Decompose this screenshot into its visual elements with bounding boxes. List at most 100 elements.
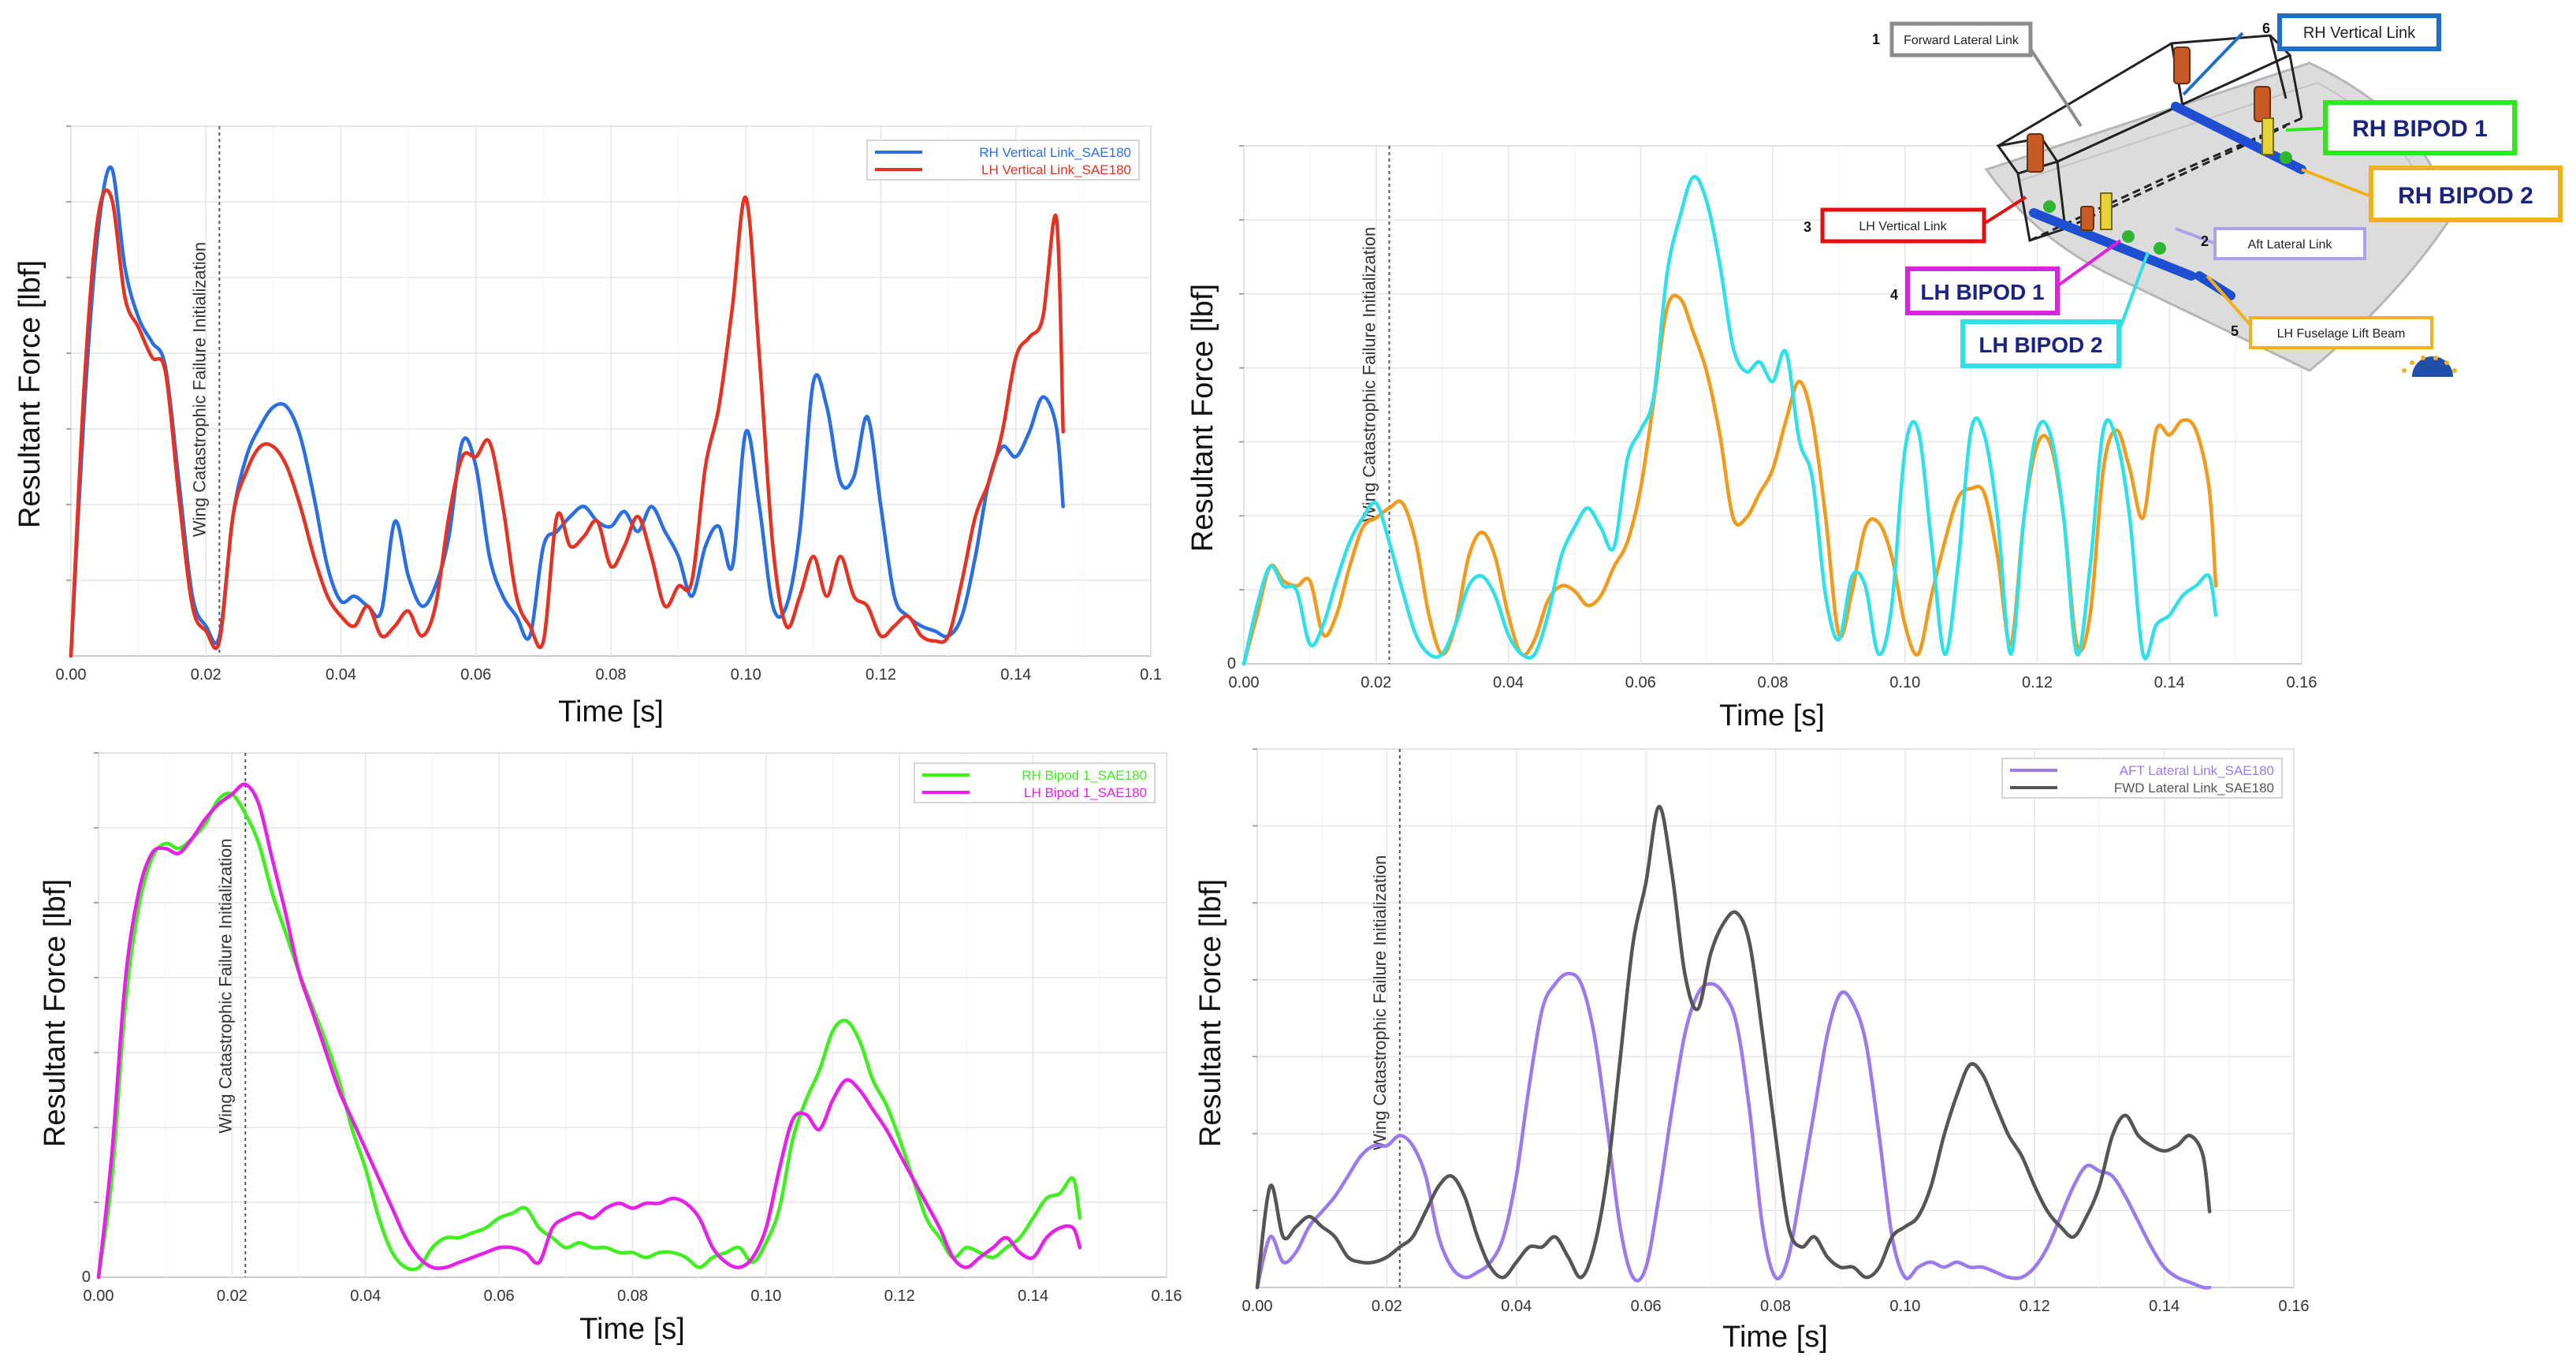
y-axis-label: Resultant Force [lbf] bbox=[1194, 879, 1227, 1147]
legend-box bbox=[914, 762, 1156, 803]
callout-number: 2 bbox=[2201, 233, 2209, 249]
callout-rh-bipod-1: RH BIPOD 1 bbox=[2323, 100, 2517, 155]
fuselage-mount-diagram: 1 Forward Lateral Link 2 Aft Lateral Lin… bbox=[1804, 13, 2563, 377]
series-group bbox=[96, 782, 1082, 1280]
callout-text: LH BIPOD 2 bbox=[1979, 333, 2102, 357]
callout-text: LH Fuselage Lift Beam bbox=[2277, 327, 2406, 341]
callout-text: RH BIPOD 1 bbox=[2352, 116, 2488, 142]
callout-box bbox=[2277, 13, 2441, 51]
bipod-struts bbox=[2043, 117, 2292, 255]
x-tick-label: 0.00 bbox=[56, 666, 87, 684]
x-tick-label: 0.04 bbox=[350, 1287, 381, 1305]
series-group bbox=[1255, 804, 2212, 1290]
x-tick-labels: 0.00 0.02 0.04 0.06 0.08 0.10 0.12 0.14 0.16 bbox=[1229, 674, 2317, 691]
x-tick-label: 0.14 bbox=[1018, 1287, 1048, 1305]
x-tick-label: 0.04 bbox=[1501, 1298, 1532, 1315]
callout-number: 5 bbox=[2231, 323, 2239, 339]
x-axis-label: Time [s] bbox=[1719, 699, 1825, 732]
x-tick-label: 0.08 bbox=[1758, 674, 1789, 691]
y-axis-label: Resultant Force [lbf] bbox=[39, 879, 72, 1147]
y-tick-label: 0 bbox=[1227, 655, 1236, 673]
x-tick-label: 0.06 bbox=[484, 1287, 515, 1305]
callout-text: RH Vertical Link bbox=[2303, 24, 2416, 42]
callout-number: 1 bbox=[1872, 32, 1880, 47]
x-axis-label: Time [s] bbox=[579, 1313, 685, 1346]
callout-box bbox=[2249, 316, 2433, 349]
x-tick-label: 0.02 bbox=[1372, 1298, 1402, 1315]
legend-label: RH Vertical Link_SAE180 bbox=[979, 145, 1131, 160]
legend-label: LH Bipod 1_SAE180 bbox=[1024, 785, 1147, 800]
y-tick-labels: 0 bbox=[1227, 655, 1236, 673]
callout-lh-bipod-1: 4 LH BIPOD 1 bbox=[1890, 266, 2060, 315]
callout-box bbox=[1960, 319, 2121, 368]
callout-text: Aft Lateral Link bbox=[2248, 238, 2333, 252]
y-axis-label: Resultant Force [lbf] bbox=[13, 260, 47, 528]
gridlines bbox=[66, 125, 1152, 656]
x-tick-label: 0.04 bbox=[326, 666, 356, 684]
callout-lh-vertical-link: 3 LH Vertical Link bbox=[1804, 207, 1986, 244]
legend: AFT Lateral Link_SAE180 FWD Lateral Link_… bbox=[2001, 758, 2283, 799]
legend-label: RH Bipod 1_SAE180 bbox=[1022, 768, 1147, 783]
series-line bbox=[96, 791, 1082, 1280]
callout-rh-bipod-2: RH BIPOD 2 bbox=[2369, 166, 2563, 222]
x-axis-label: Time [s] bbox=[558, 695, 664, 728]
series-line bbox=[69, 188, 1065, 658]
x-tick-label: 0.10 bbox=[750, 1287, 781, 1305]
x-tick-label: 0.08 bbox=[1760, 1298, 1791, 1315]
x-tick-label: 0.02 bbox=[217, 1287, 248, 1305]
x-tick-label: 0.14 bbox=[1000, 666, 1031, 684]
callout-text: RH BIPOD 2 bbox=[2398, 183, 2533, 209]
gridlines bbox=[94, 752, 1167, 1277]
x-tick-label: 0.00 bbox=[1229, 674, 1260, 691]
legend-label: FWD Lateral Link_SAE180 bbox=[2114, 781, 2274, 796]
series-line bbox=[1255, 971, 2212, 1290]
x-tick-label: 0.00 bbox=[84, 1287, 114, 1305]
x-tick-label: 0.06 bbox=[1631, 1298, 1662, 1315]
y-axis-label: Resultant Force [lbf] bbox=[1186, 284, 1219, 552]
x-tick-label: 0.12 bbox=[884, 1287, 915, 1305]
event-marker-label: Wing Catastrophic Failure Initialization bbox=[1370, 855, 1390, 1150]
callout-text: Forward Lateral Link bbox=[1904, 34, 2019, 47]
callout-aft-lateral-link: 2 Aft Lateral Link bbox=[2201, 227, 2366, 260]
x-tick-label: 0.16 bbox=[2279, 1298, 2310, 1315]
x-tick-label: 0.10 bbox=[1889, 1298, 1920, 1315]
series-line bbox=[1241, 174, 2218, 666]
x-tick-label: 0.10 bbox=[1889, 674, 1920, 691]
callout-number: 4 bbox=[1890, 287, 1898, 303]
link-mount-brackets bbox=[2027, 47, 2271, 231]
callout-text: LH BIPOD 1 bbox=[1920, 280, 2044, 304]
event-marker-label: Wing Catastrophic Failure Initialization bbox=[1360, 227, 1379, 522]
event-marker-label: Wing Catastrophic Failure Initialization bbox=[215, 838, 235, 1133]
legend: RH Bipod 1_SAE180 LH Bipod 1_SAE180 bbox=[914, 762, 1156, 803]
chart-bipod-1: Wing Catastrophic Failure Initialization… bbox=[39, 752, 1182, 1346]
callout-box bbox=[2213, 227, 2366, 260]
x-tick-label: 0.14 bbox=[2154, 674, 2185, 691]
callout-box bbox=[1820, 207, 1986, 244]
callout-number: 6 bbox=[2262, 20, 2270, 36]
series-line bbox=[96, 782, 1082, 1280]
x-tick-label: 0.16 bbox=[2287, 674, 2317, 691]
x-tick-label: 0.10 bbox=[731, 666, 761, 684]
callout-text: LH Vertical Link bbox=[1859, 220, 1947, 233]
x-tick-labels: 0.00 0.02 0.04 0.06 0.08 0.10 0.12 0.14 0.16 bbox=[1242, 1298, 2310, 1315]
x-tick-label: 0.06 bbox=[1625, 674, 1656, 691]
series-group bbox=[69, 165, 1065, 658]
callout-forward-lateral-link: 1 Forward Lateral Link bbox=[1872, 21, 2033, 58]
legend-box bbox=[2001, 758, 2283, 799]
x-tick-label: 0.04 bbox=[1493, 674, 1524, 691]
x-tick-label: 0.12 bbox=[2022, 674, 2053, 691]
legend-box bbox=[866, 140, 1140, 181]
callout-box bbox=[2323, 100, 2517, 155]
callout-box bbox=[1905, 266, 2060, 315]
x-tick-labels: 0.00 0.02 0.04 0.06 0.08 0.10 0.12 0.14 0.1 bbox=[56, 666, 1162, 684]
y-tick-labels: 0 bbox=[82, 1269, 91, 1286]
x-tick-label: 0.14 bbox=[2149, 1298, 2180, 1315]
callout-box bbox=[1889, 21, 2033, 58]
x-tick-label: 0.06 bbox=[460, 666, 491, 684]
chart-vertical-links: Wing Catastrophic Failure Initialization… bbox=[13, 125, 1162, 728]
legend-label: AFT Lateral Link_SAE180 bbox=[2120, 763, 2274, 778]
legend: RH Vertical Link_SAE180 LH Vertical Link_… bbox=[866, 140, 1140, 181]
x-tick-label: 0.08 bbox=[596, 666, 627, 684]
callout-lh-bipod-2: LH BIPOD 2 bbox=[1960, 319, 2121, 368]
